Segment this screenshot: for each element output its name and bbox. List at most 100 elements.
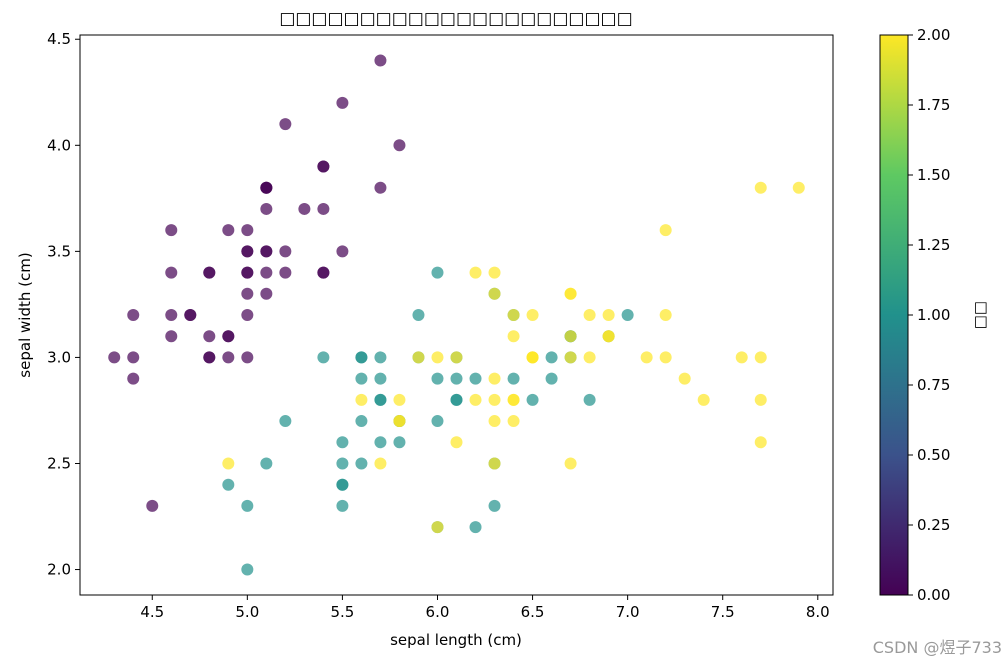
data-point	[621, 309, 634, 321]
plot-frame	[79, 34, 834, 596]
data-point	[735, 351, 748, 364]
data-point	[374, 372, 387, 385]
data-point	[412, 309, 425, 321]
data-point	[336, 478, 349, 491]
colorbar	[879, 34, 909, 596]
data-point	[165, 330, 178, 343]
data-point	[241, 563, 254, 576]
data-point	[260, 457, 273, 470]
data-point	[279, 118, 292, 131]
data-point	[488, 372, 501, 385]
data-point	[526, 393, 539, 406]
data-point	[450, 436, 463, 449]
y-axis-label: sepal width (cm)	[16, 252, 34, 377]
data-point	[374, 393, 387, 406]
data-point	[545, 372, 558, 385]
colorbar-tick-label: 0.75	[917, 376, 950, 394]
data-point	[298, 202, 311, 215]
data-point	[279, 266, 292, 279]
data-point	[203, 266, 216, 279]
data-point	[336, 457, 349, 470]
data-point	[678, 372, 691, 385]
x-tick-label: 7.5	[711, 603, 735, 621]
x-tick-label: 6.5	[521, 603, 545, 621]
data-point	[488, 393, 501, 406]
data-point	[507, 330, 520, 343]
data-point	[488, 287, 501, 300]
data-point	[526, 351, 539, 364]
data-point	[165, 224, 178, 237]
data-point	[507, 372, 520, 385]
data-point	[583, 393, 596, 406]
data-point	[146, 499, 159, 512]
data-point	[241, 266, 254, 279]
data-point	[279, 245, 292, 258]
colorbar-tick-label: 1.00	[917, 306, 950, 324]
data-point	[222, 478, 235, 491]
data-point	[488, 415, 501, 428]
data-point	[260, 181, 273, 194]
colorbar-ticks: 0.00 0.25 0.50 0.75 1.00 1.25 1.50 1.75 2.00	[908, 26, 950, 604]
data-point	[488, 457, 501, 470]
data-point	[374, 436, 387, 449]
data-point	[260, 266, 273, 279]
colorbar-tick-label: 0.25	[917, 516, 950, 534]
data-point	[184, 309, 197, 321]
chart-title: □□□□□□□□□□□□□□□□□□□□□□	[279, 9, 632, 29]
data-point	[222, 224, 235, 237]
data-point	[469, 266, 482, 279]
data-point	[355, 415, 368, 428]
data-point	[317, 202, 330, 215]
data-point	[241, 351, 254, 364]
y-tick-label: 4.0	[47, 136, 71, 154]
data-point	[564, 457, 577, 470]
colorbar-label: □□	[973, 301, 991, 329]
data-point	[564, 330, 577, 343]
data-point	[279, 415, 292, 428]
data-point	[241, 287, 254, 300]
x-tick-label: 5.0	[235, 603, 259, 621]
data-point	[488, 266, 501, 279]
x-axis-label: sepal length (cm)	[390, 631, 522, 649]
x-tick-label: 8.0	[806, 603, 830, 621]
data-point	[450, 351, 463, 364]
data-point	[545, 351, 558, 364]
data-point	[203, 351, 216, 364]
data-point	[583, 351, 596, 364]
data-point	[241, 499, 254, 512]
data-point	[393, 139, 406, 152]
data-point	[507, 309, 520, 321]
data-point	[203, 330, 216, 343]
points-layer	[108, 54, 805, 576]
colorbar-tick-label: 1.50	[917, 166, 950, 184]
data-point	[165, 266, 178, 279]
data-point	[127, 309, 140, 321]
data-point	[583, 309, 596, 321]
watermark: CSDN @煜子733	[872, 638, 1002, 657]
data-point	[792, 181, 805, 194]
data-point	[469, 372, 482, 385]
data-point	[222, 351, 235, 364]
data-point	[374, 457, 387, 470]
data-point	[431, 415, 444, 428]
y-axis: 2.0 2.5 3.0 3.5 4.0 4.5	[47, 30, 80, 579]
x-tick-label: 4.5	[140, 603, 164, 621]
data-point	[336, 499, 349, 512]
data-point	[431, 351, 444, 364]
data-point	[697, 393, 710, 406]
data-point	[659, 351, 672, 364]
data-point	[336, 96, 349, 109]
data-point	[754, 436, 767, 449]
data-point	[336, 436, 349, 449]
data-point	[317, 160, 330, 173]
data-point	[659, 224, 672, 237]
data-point	[393, 393, 406, 406]
data-point	[165, 309, 178, 321]
data-point	[564, 287, 577, 300]
data-point	[355, 351, 368, 364]
y-tick-label: 2.5	[47, 454, 71, 472]
data-point	[241, 309, 254, 321]
x-tick-label: 6.0	[426, 603, 450, 621]
data-point	[355, 457, 368, 470]
